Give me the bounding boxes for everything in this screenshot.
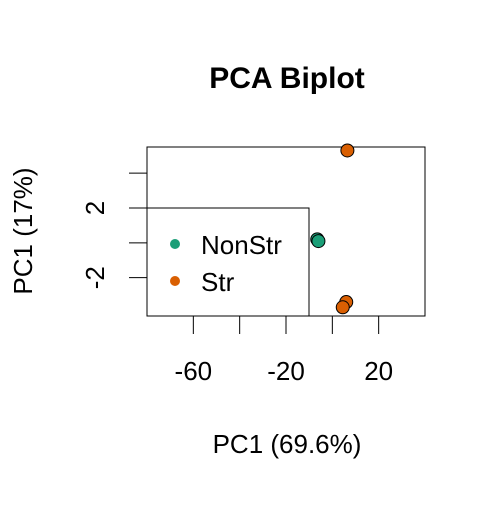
data-points xyxy=(310,143,355,315)
x-tick-label-0: -60 xyxy=(175,356,213,386)
y-tick-label-2: 2 xyxy=(80,201,110,215)
y-axis-label: PC1 (17%) xyxy=(8,167,38,294)
legend-label-nonstr: NonStr xyxy=(201,230,282,260)
chart-title: PCA Biplot xyxy=(209,62,365,95)
y-tick-label-0: -2 xyxy=(80,266,110,289)
legend-marker-str xyxy=(170,276,180,286)
y-axis: -2 2 xyxy=(80,172,147,289)
point-str-2 xyxy=(335,300,350,315)
legend-label-str: Str xyxy=(201,267,235,297)
point-nonstr-1 xyxy=(311,234,326,249)
legend-marker-nonstr xyxy=(170,239,180,249)
legend: NonStr Str xyxy=(146,207,310,317)
x-tick-label-2: -20 xyxy=(267,356,305,386)
legend-box xyxy=(146,207,310,317)
x-axis-label: PC1 (69.6%) xyxy=(213,429,362,459)
x-axis: -60 -20 20 xyxy=(175,316,393,386)
x-tick-label-4: 20 xyxy=(364,356,393,386)
point-str-0 xyxy=(340,143,355,158)
